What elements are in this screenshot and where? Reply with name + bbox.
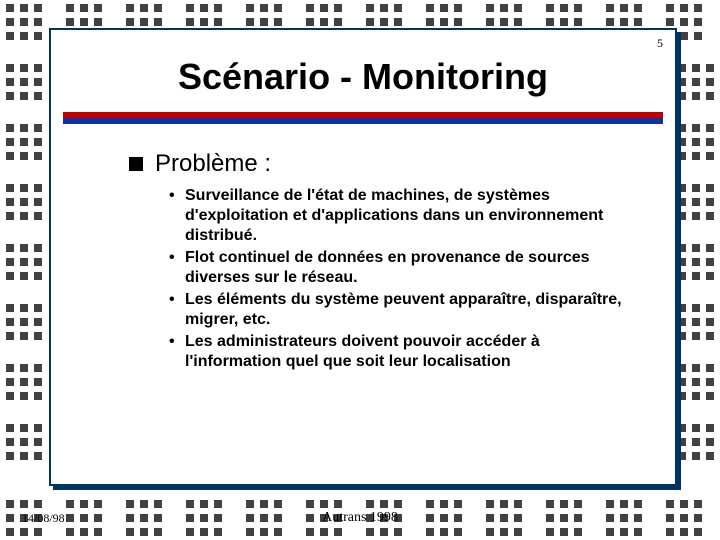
list-item: •Flot continuel de données en provenance… <box>169 248 635 288</box>
bullet-list: •Surveillance de l'état de machines, de … <box>169 186 635 372</box>
square-bullet-icon <box>129 157 143 171</box>
list-item-text: Flot continuel de données en provenance … <box>185 248 635 288</box>
heading-text: Problème : <box>155 150 271 178</box>
list-item-text: Les administrateurs doivent pouvoir accé… <box>185 332 635 372</box>
dot-bullet-icon: • <box>169 290 185 330</box>
slide: 5 Scénario - Monitoring Problème : •Surv… <box>49 28 677 486</box>
list-item: •Les administrateurs doivent pouvoir acc… <box>169 332 635 372</box>
slide-content: Problème : •Surveillance de l'état de ma… <box>129 150 635 374</box>
divider-blue <box>63 118 663 124</box>
slide-title: Scénario - Monitoring <box>51 56 675 98</box>
list-item: •Les éléments du système peuvent apparaî… <box>169 290 635 330</box>
dot-bullet-icon: • <box>169 248 185 288</box>
dot-bullet-icon: • <box>169 186 185 246</box>
list-item-text: Surveillance de l'état de machines, de s… <box>185 186 635 246</box>
dot-bullet-icon: • <box>169 332 185 372</box>
footer-venue: Autrans 1998 <box>0 510 720 526</box>
list-item-text: Les éléments du système peuvent apparaît… <box>185 290 635 330</box>
content-heading: Problème : <box>129 150 635 178</box>
page-number: 5 <box>657 36 663 51</box>
list-item: •Surveillance de l'état de machines, de … <box>169 186 635 246</box>
